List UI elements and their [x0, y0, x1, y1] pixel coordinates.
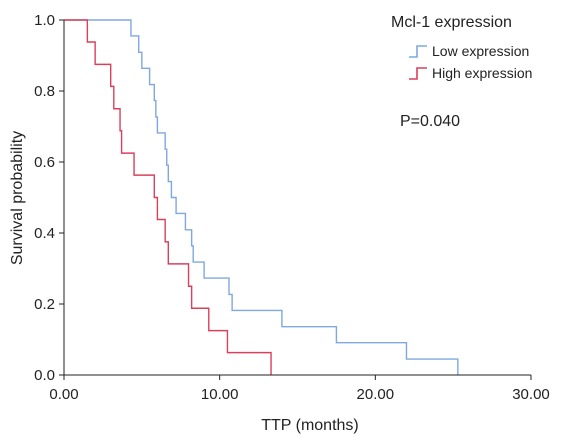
- y-tick-label: 0.6: [34, 154, 55, 171]
- series-line-high-expression: [64, 19, 272, 375]
- legend-swatch: [409, 45, 427, 58]
- y-tick-label: 1.0: [34, 12, 55, 29]
- legend-entry: High expression: [432, 65, 532, 81]
- y-tick-label: 0.2: [34, 296, 55, 313]
- y-tick-label: 0.0: [34, 367, 55, 384]
- y-axis-title: Survival probability: [9, 131, 26, 265]
- x-tick-label: 20.00: [357, 386, 395, 403]
- axes: 0.0 0.2 0.4 0.6 0.8 1.0 0.00 10.00 20.00 30.00: [34, 12, 550, 403]
- legend-swatch: [409, 67, 427, 80]
- legend-title: Mcl-1 expression: [391, 14, 512, 31]
- legend-entry: Low expression: [432, 43, 529, 59]
- x-tick-label: 0.00: [49, 386, 78, 403]
- plot-area: [64, 19, 459, 375]
- x-tick-label: 10.00: [201, 386, 239, 403]
- legend: Mcl-1 expression Low expression High expr…: [391, 14, 532, 81]
- series-line-low-expression: [64, 19, 459, 375]
- y-tick-label: 0.8: [34, 83, 55, 100]
- x-tick-label: 30.00: [512, 386, 550, 403]
- y-tick-label: 0.4: [34, 225, 55, 242]
- x-axis-title: TTP (months): [261, 417, 359, 434]
- p-value-annotation: P=0.040: [400, 113, 460, 130]
